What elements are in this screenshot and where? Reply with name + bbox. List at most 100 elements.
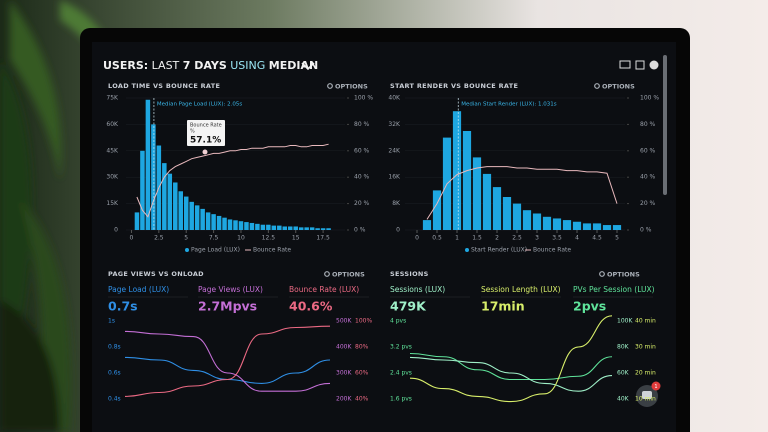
y2-tick-label: 80 % [640,121,656,128]
y-tick-label: 1.6 pvs [390,396,412,403]
bar [512,203,522,230]
bar [288,226,293,230]
monitor-icon[interactable] [619,60,631,69]
options-button[interactable]: OPTIONS [332,271,365,279]
panel-title: PAGE VIEWS VS ONLOAD [108,270,204,278]
kpi-label: PVs Per Session (LUX) [573,285,655,294]
bar [293,226,298,230]
bar [249,222,255,230]
kpi-label: Page Load (LUX) [108,285,169,294]
kpi-value: 17min [481,299,525,314]
scrollbar[interactable] [663,55,667,195]
bar [582,223,592,230]
y2-tick-label: 20 % [640,200,656,207]
bar [502,197,512,230]
dropdown-arrow[interactable] [301,62,315,71]
tooltip-point [202,149,208,155]
bar [167,173,173,230]
bounce-line [136,143,329,218]
chat-badge [651,381,661,391]
bar [320,228,326,230]
x-tick-label: 3.5 [552,235,562,242]
bar [140,150,145,230]
bar [211,214,216,230]
y2-tick-label: 100K [617,318,633,325]
image-icon[interactable] [635,60,645,70]
bar [542,216,552,230]
x-tick-label: 1 [455,235,459,242]
y2-tick-label: 200K [336,396,352,403]
series-line [409,352,613,381]
y-tick-label: 2.4 pvs [390,370,412,377]
bar [462,131,472,230]
gear-icon[interactable] [594,83,600,89]
y2-tick-label: 60K [617,370,630,377]
bar [233,220,238,230]
bar [572,221,582,230]
x-tick-label: 10 [237,235,245,242]
kpi-value: 2pvs [573,299,606,314]
bar [482,173,492,230]
options-button[interactable]: OPTIONS [335,83,368,91]
y2-tick-label: 40 % [640,174,656,181]
title-part: LAST [152,59,180,72]
header-icons [619,60,659,70]
bar [452,111,462,230]
help-icon[interactable] [649,60,659,70]
bar [602,225,612,230]
bar [422,220,432,230]
bar [238,221,244,230]
y3-tick-label: 40% [355,396,369,403]
tooltip-title: Bounce Rate [190,123,222,129]
options-button[interactable]: OPTIONS [607,271,640,279]
legend-dot [465,248,469,252]
bar [315,228,320,230]
x-tick-label: 4.5 [592,235,602,242]
title-part: USING [230,59,265,72]
x-tick-label: 15 [292,235,300,242]
tooltip [187,120,225,146]
chat-badge-count: 1 [654,384,657,390]
options-button[interactable]: OPTIONS [602,83,635,91]
tooltip-unit: % [190,129,195,135]
bar [145,99,151,230]
y-tick-label: 24K [388,147,401,154]
gear-icon[interactable] [599,271,605,277]
bar [532,213,542,230]
y2-tick-label: 500K [336,318,352,325]
chat-icon [642,391,652,399]
y-tick-label: 32K [388,121,401,128]
y2-tick-label: 80K [617,344,630,351]
x-tick-label: 4 [575,235,579,242]
kpi-label: Session Length (LUX) [481,285,561,294]
x-tick-label: 0 [130,235,134,242]
bar [592,223,602,230]
y-tick-label: 15K [106,200,119,207]
y-tick-label: 1s [108,318,115,325]
bar [183,196,189,230]
legend-label: Page Load (LUX) [191,247,240,254]
x-tick-label: 2 [495,235,499,242]
y-tick-label: 75K [106,95,119,102]
gear-icon[interactable] [324,271,330,277]
series-line [124,325,331,397]
bar [227,219,233,230]
x-tick-label: 0 [415,235,419,242]
y2-tick-label: 60 % [354,147,370,154]
y3-tick-label: 10 min [635,396,656,403]
median-label: Median Page Load (LUX): 2.05s [157,102,242,108]
y-tick-label: 8K [392,200,401,207]
bar [266,224,271,230]
bar [222,217,227,230]
y2-tick-label: 60 % [640,147,656,154]
series-line [124,330,331,392]
y-tick-label: 16K [388,174,401,181]
x-tick-label: 17.5 [316,235,330,242]
bar [309,227,315,230]
bar [173,182,178,230]
bar [189,201,194,230]
gear-icon[interactable] [327,83,333,89]
x-tick-label: 0.5 [432,235,442,242]
x-tick-label: 1.5 [472,235,482,242]
